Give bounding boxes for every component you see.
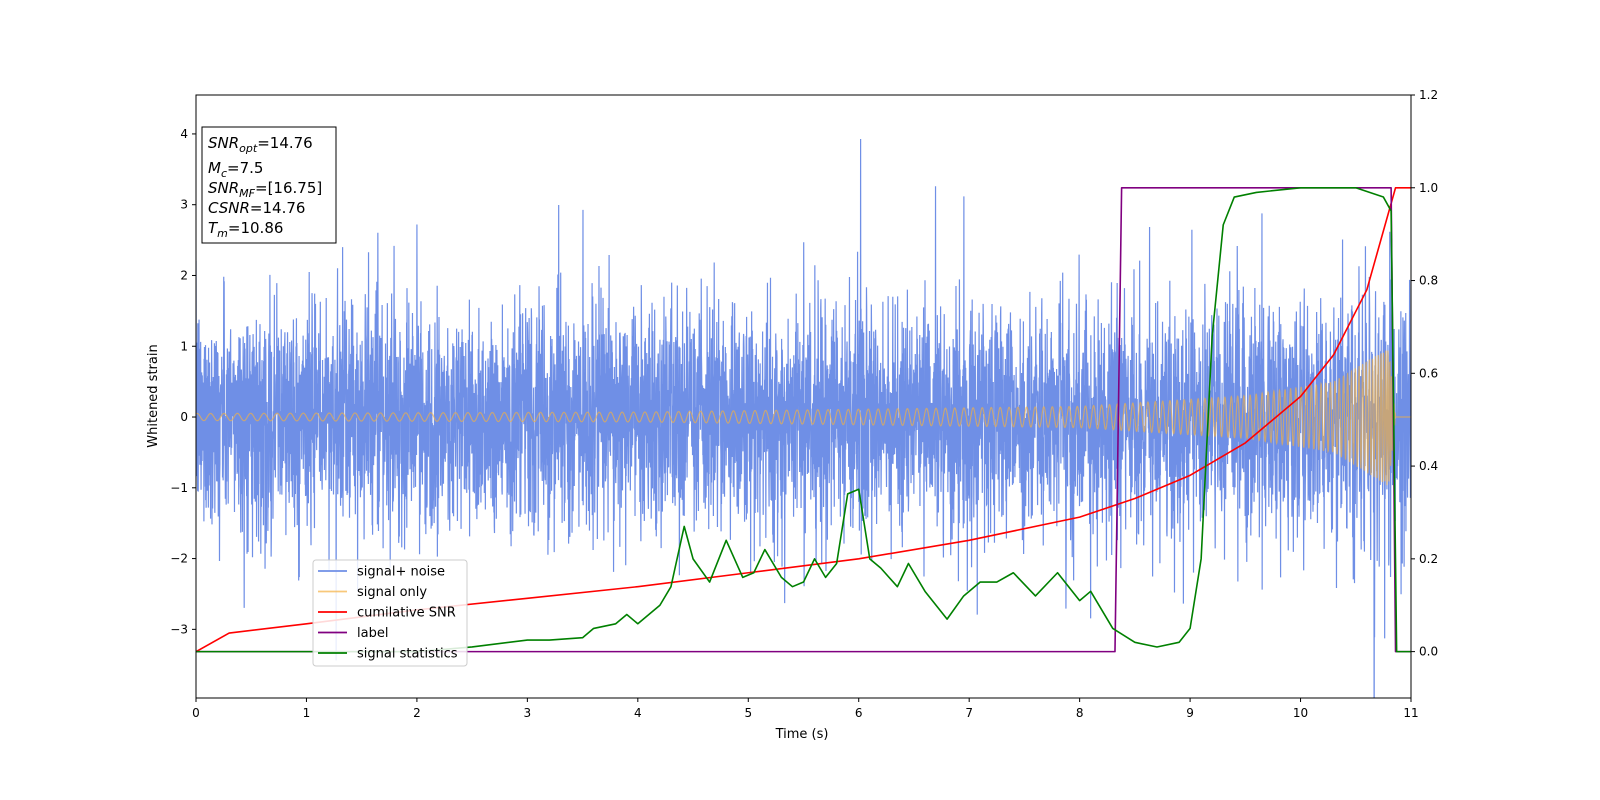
- y-right-tick-label: 0.8: [1419, 274, 1438, 288]
- legend-label: label: [357, 626, 388, 641]
- y-left-tick-label: 2: [180, 268, 188, 282]
- y-right-tick-label: 0.6: [1419, 366, 1438, 380]
- x-axis-label: Time (s): [775, 727, 829, 742]
- y-right-tick-label: 0.0: [1419, 645, 1438, 659]
- legend-label: cumilative SNR: [357, 606, 456, 621]
- x-tick-label: 1: [303, 706, 311, 720]
- legend-frame: [312, 559, 468, 667]
- chirp-mass-text: Mc=7.5: [208, 159, 263, 180]
- y-left-tick-label: −1: [170, 481, 188, 495]
- y-left-tick-label: 0: [180, 410, 188, 424]
- legend-label: signal statistics: [357, 647, 458, 662]
- x-tick-label: 4: [634, 706, 642, 720]
- x-tick-label: 2: [413, 706, 421, 720]
- x-tick-label: 9: [1186, 706, 1194, 720]
- series-signal-only: [196, 350, 1411, 486]
- x-tick-label: 5: [744, 706, 752, 720]
- legend: signal+ noise signal only cumilative SNR la…: [312, 559, 468, 667]
- x-tick-label: 6: [855, 706, 863, 720]
- x-tick-label: 11: [1403, 706, 1418, 720]
- series-signal-plus-noise: [196, 138, 1411, 698]
- y-right-tick-label: 1.2: [1419, 88, 1438, 102]
- x-tick-label: 3: [524, 706, 532, 720]
- csnr-text: CSNR=14.76: [208, 199, 305, 217]
- y-left-tick-label: 4: [180, 127, 188, 141]
- y-left-tick-label: −2: [170, 552, 188, 566]
- x-tick-label: 10: [1293, 706, 1308, 720]
- y-axis-left: −3 −2 −1 0 1 2 3 4: [170, 127, 196, 636]
- y-right-tick-label: 1.0: [1419, 181, 1438, 195]
- snr-annotation-box: SNRopt=14.76 Mc=7.5 SNRMF=[16.75] CSNR=1…: [201, 126, 337, 244]
- y-axis-right: 0.0 0.2 0.4 0.6 0.8 1.0 1.2: [1411, 88, 1438, 659]
- x-tick-label: 7: [965, 706, 973, 720]
- x-tick-label: 0: [192, 706, 200, 720]
- axes-frame: [195, 94, 1412, 699]
- y-right-tick-label: 0.4: [1419, 459, 1438, 473]
- plot-area: [196, 138, 1411, 698]
- x-tick-label: 8: [1076, 706, 1084, 720]
- tm-text: Tm=10.86: [208, 219, 283, 240]
- y-left-tick-label: −3: [170, 622, 188, 636]
- snr-opt-text: SNRopt=14.76: [208, 134, 313, 155]
- y-left-tick-label: 1: [180, 339, 188, 353]
- x-axis: 0 1 2 3 4 5 6 7 8 9 10 11: [192, 698, 1419, 720]
- legend-label: signal+ noise: [357, 565, 445, 580]
- y-axis-label: Whitened strain: [146, 344, 161, 447]
- y-right-tick-label: 0.2: [1419, 552, 1438, 566]
- series-signal-statistics: [196, 186, 1411, 653]
- legend-label: signal only: [357, 585, 427, 600]
- y-left-tick-label: 3: [180, 198, 188, 212]
- snr-mf-text: SNRMF=[16.75]: [208, 179, 322, 200]
